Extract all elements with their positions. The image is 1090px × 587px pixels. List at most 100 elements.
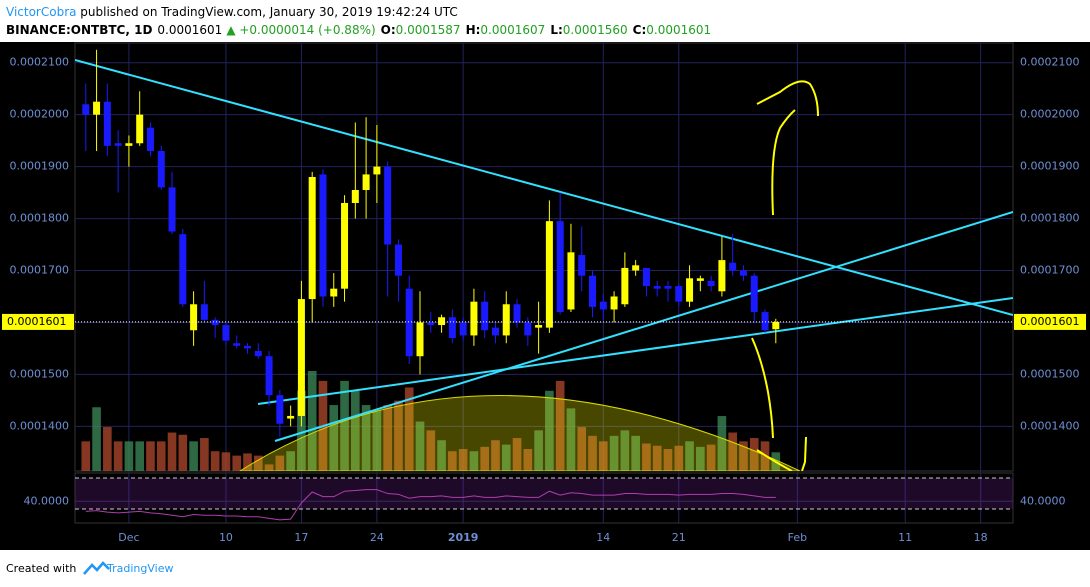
volume-bar (146, 441, 155, 471)
footer-bg (0, 550, 1090, 587)
candle-body (761, 312, 769, 331)
candle-body (265, 356, 273, 396)
volume-bar (534, 430, 543, 471)
y-tick-label-right: 0.0001800 (1020, 212, 1080, 225)
candle-body (330, 288, 338, 297)
last-price-box (1014, 313, 1086, 330)
ohlc-label: L: (550, 23, 562, 37)
volume-bar (189, 441, 198, 471)
candle-body (146, 127, 154, 152)
x-tick-label: 17 (294, 531, 308, 544)
volume-bar (404, 387, 414, 471)
volume-bar (275, 455, 285, 471)
drawing (751, 337, 774, 439)
plot: 0.0001400 0.0001400 0.0001500 0.0001500 0.00… (10, 42, 1080, 544)
candle-body (610, 296, 618, 310)
volume-bar (92, 407, 101, 471)
candle-body (136, 114, 144, 144)
volume-bar (232, 455, 242, 471)
volume-bar (749, 438, 759, 471)
candle-body (103, 101, 111, 146)
candle-body (545, 221, 553, 328)
ohlc-label: C: (633, 23, 647, 37)
candle-body (599, 301, 607, 310)
x-tick-label: 11 (898, 531, 912, 544)
candle-body (308, 177, 316, 300)
candle-body (664, 286, 672, 289)
volume-bar (480, 446, 490, 471)
volume-bar (351, 390, 360, 471)
x-tick-label: Dec (118, 531, 139, 544)
volume-bar (545, 390, 554, 471)
publisher[interactable]: VictorCobra (6, 5, 76, 19)
candle-body (567, 252, 575, 310)
last-price-box (2, 313, 74, 330)
ohlc-value: 0.0001587 (396, 23, 461, 37)
symbol: BINANCE:ONTBTC, 1D (6, 23, 152, 37)
volume-bar (491, 440, 500, 471)
volume-bar (156, 441, 166, 471)
rsi-pane (74, 472, 1014, 524)
candle-body (739, 270, 747, 276)
drawing (756, 80, 819, 117)
candle-body (750, 275, 758, 313)
candle-body (297, 299, 305, 416)
candle-body (82, 104, 90, 115)
y-tick-label: 0.0002000 (10, 108, 70, 121)
volume-bar (124, 441, 134, 471)
dome (239, 395, 801, 471)
volume-bar (394, 400, 403, 471)
footer-brand[interactable]: TradingView (106, 562, 173, 575)
volume-bar (210, 451, 220, 471)
volume-bar (674, 445, 684, 471)
drawings (75, 59, 1013, 471)
volume-bar (361, 405, 371, 471)
trendline (274, 211, 1013, 442)
volume-bar (264, 464, 274, 471)
chart-bg (0, 42, 1090, 550)
candle-body (459, 322, 467, 336)
candle-body (168, 187, 176, 232)
candle-body (287, 415, 295, 419)
last-price-label: 0.0001601 (7, 315, 67, 328)
volume-bar (383, 405, 392, 471)
candle-body (211, 319, 219, 326)
candle-body (394, 244, 402, 276)
volume-bar (696, 446, 705, 471)
candle-body (621, 267, 629, 305)
candle-body (351, 189, 359, 203)
candle-body (114, 143, 122, 146)
volume-bar (448, 451, 457, 471)
y-tick-label-right: 0.0001700 (1020, 264, 1080, 277)
candle-body (578, 254, 586, 276)
candle-body (384, 166, 392, 245)
volume-bar (340, 380, 349, 471)
candle-body (244, 345, 252, 349)
candle-body (405, 288, 413, 357)
candle-body (448, 317, 456, 339)
published: published on TradingView.com, January 30… (76, 5, 457, 19)
candle-body (632, 265, 640, 271)
x-tick-label: 21 (672, 531, 686, 544)
volume-bar (577, 427, 587, 471)
candle-body (276, 395, 284, 424)
volume-bar (286, 451, 295, 471)
trendline (257, 297, 1013, 405)
volume-bar (728, 432, 737, 471)
candle-body (675, 286, 683, 302)
y-tick-label-right: 0.0001900 (1020, 160, 1080, 173)
rsi-line (85, 489, 776, 521)
candle-body (200, 304, 208, 320)
overlay: 0.0001601 0.0001601 (2, 49, 1086, 437)
volume-bar (555, 380, 565, 471)
volume-bar (178, 434, 188, 471)
volume-bar (297, 390, 306, 471)
volume-bar (253, 455, 263, 471)
volume-bar (81, 441, 91, 471)
volume-bar (685, 441, 694, 471)
candle-body (179, 234, 187, 305)
y-tick-label: 0.0002100 (10, 56, 70, 69)
volume-bar (243, 453, 252, 471)
candle-body (556, 221, 564, 313)
